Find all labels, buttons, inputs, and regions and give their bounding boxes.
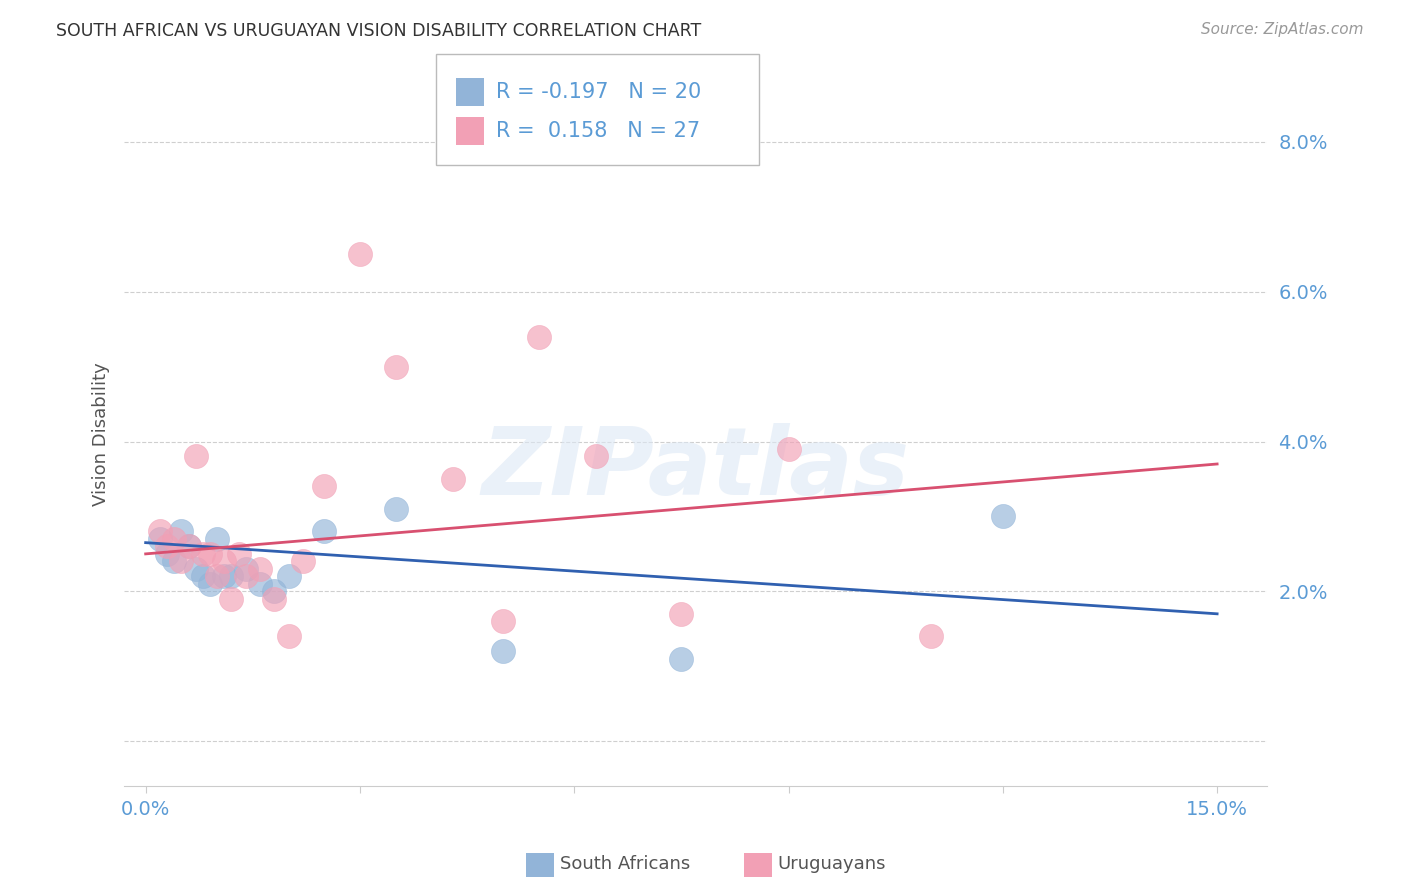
Point bbox=[184, 450, 207, 464]
Point bbox=[156, 547, 179, 561]
Point bbox=[441, 472, 464, 486]
Point bbox=[263, 591, 285, 606]
Point bbox=[263, 584, 285, 599]
Point bbox=[177, 540, 200, 554]
Point bbox=[191, 569, 214, 583]
Point bbox=[170, 554, 193, 568]
Point bbox=[920, 629, 942, 643]
Point bbox=[585, 450, 607, 464]
Point bbox=[221, 591, 243, 606]
Text: ZIPatlas: ZIPatlas bbox=[482, 423, 910, 516]
Point bbox=[149, 532, 172, 546]
Point bbox=[212, 554, 235, 568]
Point bbox=[198, 547, 221, 561]
Point bbox=[177, 540, 200, 554]
Point bbox=[314, 524, 336, 539]
Point bbox=[156, 540, 179, 554]
Point bbox=[249, 577, 271, 591]
Point bbox=[671, 652, 693, 666]
Text: R =  0.158   N = 27: R = 0.158 N = 27 bbox=[496, 121, 700, 141]
Text: R = -0.197   N = 20: R = -0.197 N = 20 bbox=[496, 82, 702, 102]
Point bbox=[277, 569, 299, 583]
Point bbox=[492, 644, 515, 658]
Point bbox=[149, 524, 172, 539]
Text: Source: ZipAtlas.com: Source: ZipAtlas.com bbox=[1201, 22, 1364, 37]
Point bbox=[191, 547, 214, 561]
Point bbox=[163, 554, 186, 568]
Text: SOUTH AFRICAN VS URUGUAYAN VISION DISABILITY CORRELATION CHART: SOUTH AFRICAN VS URUGUAYAN VISION DISABI… bbox=[56, 22, 702, 40]
Point bbox=[527, 329, 550, 343]
Point bbox=[205, 569, 228, 583]
Point bbox=[314, 479, 336, 493]
Text: Uruguayans: Uruguayans bbox=[778, 855, 886, 873]
Point bbox=[184, 562, 207, 576]
Point bbox=[212, 569, 235, 583]
Text: South Africans: South Africans bbox=[560, 855, 690, 873]
Point bbox=[384, 502, 406, 516]
Point bbox=[384, 359, 406, 374]
Point bbox=[249, 562, 271, 576]
Point bbox=[778, 442, 800, 456]
Point bbox=[170, 524, 193, 539]
Point bbox=[163, 532, 186, 546]
Point bbox=[991, 509, 1014, 524]
Point bbox=[221, 569, 243, 583]
Point bbox=[277, 629, 299, 643]
Point bbox=[205, 532, 228, 546]
Point bbox=[671, 607, 693, 621]
Y-axis label: Vision Disability: Vision Disability bbox=[93, 362, 110, 506]
Point bbox=[349, 247, 371, 261]
Point bbox=[492, 615, 515, 629]
Point bbox=[235, 569, 257, 583]
Point bbox=[235, 562, 257, 576]
Point bbox=[291, 554, 314, 568]
Point bbox=[198, 577, 221, 591]
Point bbox=[228, 547, 250, 561]
